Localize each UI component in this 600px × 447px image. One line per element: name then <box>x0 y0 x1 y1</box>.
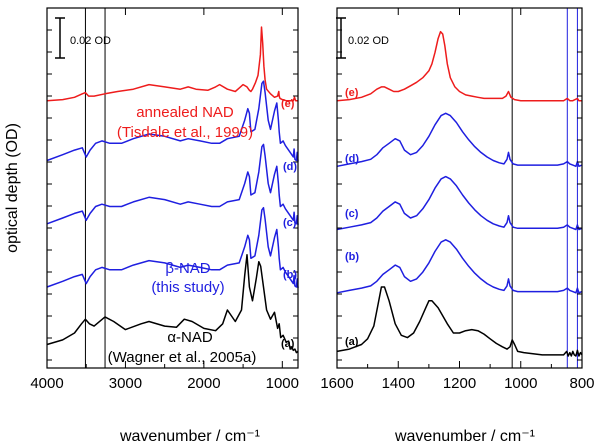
scale-bar-label: 0.02 OD <box>70 35 111 47</box>
left-x-tick-label: 3000 <box>109 375 142 392</box>
y-axis-label: optical depth (OD) <box>4 123 21 253</box>
right-x-tick-label: 800 <box>569 375 594 392</box>
scale-bar-right-label: 0.02 OD <box>348 35 389 47</box>
left-trace-label-c: (c) <box>283 217 297 229</box>
left-axis-ticks: 4000 3000 2000 1000 <box>30 8 299 392</box>
left-x-tick-label: 4000 <box>30 375 63 392</box>
left-x-axis-label: wavenumber / cm⁻¹ <box>119 428 260 445</box>
right-x-axis-label: wavenumber / cm⁻¹ <box>394 428 535 445</box>
scale-bar: 0.02 OD <box>55 17 111 59</box>
right-x-tick-label: 1400 <box>382 375 415 392</box>
right-panel: 1600 1400 1200 1000 800 wavenumber / cm⁻¹ 0.… <box>320 7 595 445</box>
right-trace-label-c: (c) <box>345 208 359 220</box>
right-series-d <box>336 112 583 168</box>
left-axis-frame <box>46 7 299 369</box>
left-series-e <box>46 26 298 102</box>
right-trace-label-a: (a) <box>345 336 359 348</box>
left-trace-label-b: (b) <box>283 269 297 281</box>
left-trace-label-a: (a) <box>281 338 295 350</box>
left-series-b <box>46 206 299 289</box>
right-x-tick-label: 1200 <box>443 375 476 392</box>
left-series-d <box>46 80 299 162</box>
right-x-tick-label: 1600 <box>320 375 353 392</box>
left-plot-area <box>46 8 299 368</box>
annotation-annealed-nad: annealed NAD <box>136 104 234 121</box>
right-series-e <box>336 30 582 102</box>
annotation-alpha-nad: α-NAD <box>167 329 213 346</box>
left-trace-label-e: (e) <box>281 98 295 110</box>
scale-bar-right: 0.02 OD <box>336 17 389 59</box>
right-trace-label-e: (e) <box>345 87 359 99</box>
left-trace-label-d: (d) <box>283 161 297 173</box>
annotation-beta-nad: β-NAD <box>165 260 210 277</box>
right-series-b <box>336 239 583 294</box>
annotation-tisdale-1999: (Tisdale et al., 1999) <box>117 124 253 141</box>
right-trace-label-d: (d) <box>345 153 359 165</box>
left-series-a <box>46 254 299 354</box>
right-plot-area <box>336 8 583 368</box>
left-x-tick-label: 2000 <box>187 375 220 392</box>
annotation-this-study: (this study) <box>151 279 224 296</box>
left-series-c <box>46 143 299 225</box>
right-series-a <box>336 286 583 357</box>
right-axis-ticks: 1600 1400 1200 1000 800 <box>320 8 595 392</box>
right-trace-label-b: (b) <box>345 251 359 263</box>
left-panel: 4000 3000 2000 1000 wavenumber / cm⁻¹ 0.02 … <box>30 7 299 445</box>
right-series-c <box>336 175 583 231</box>
left-x-tick-label: 1000 <box>266 375 299 392</box>
right-x-tick-label: 1000 <box>504 375 537 392</box>
annotation-wagner-2005a: (Wagner et al., 2005a) <box>108 349 257 366</box>
right-axis-frame <box>336 7 583 369</box>
